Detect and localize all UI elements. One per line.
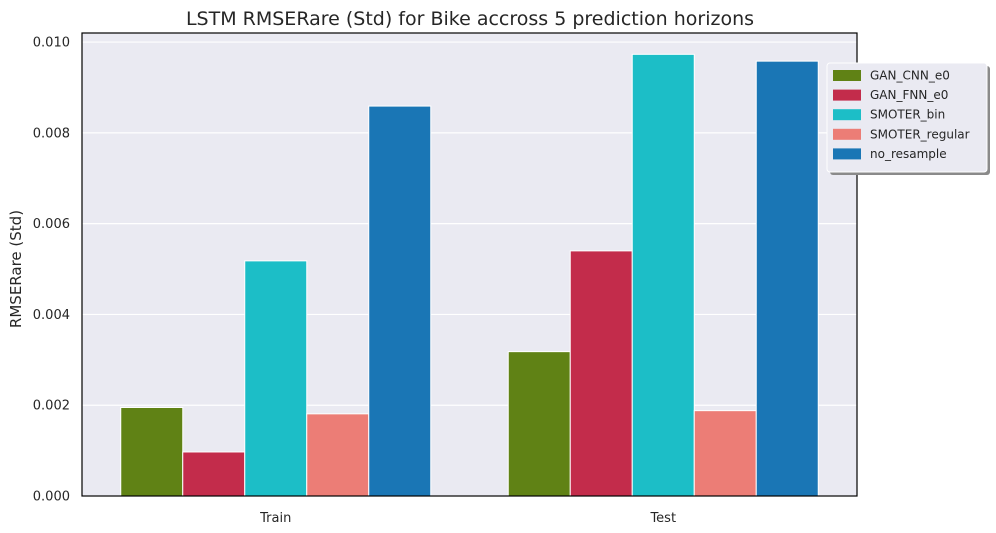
legend: GAN_CNN_e0 GAN_FNN_e0 SMOTER_bin SMOTER_reg…	[826, 62, 990, 175]
plot-area: 0.000 0.002 0.004 0.006 0.008 0.010 Train Test	[33, 32, 858, 526]
bar-gan-cnn-e0-train	[120, 406, 184, 497]
y-tick-label: 0.010	[33, 36, 70, 51]
y-tick-label: 0.008	[33, 126, 70, 141]
y-tick-label: 0.004	[33, 308, 70, 323]
y-tick-label: 0.000	[33, 490, 70, 505]
legend-swatch	[833, 109, 861, 121]
bar-no-resample-train	[368, 105, 432, 497]
y-tick-label: 0.006	[33, 217, 70, 232]
legend-swatch	[833, 89, 861, 101]
bar-no-resample-test	[755, 60, 819, 497]
legend-entry: GAN_FNN_e0	[870, 88, 948, 102]
bar-smoter-bin-test	[631, 53, 695, 497]
y-tick-label: 0.002	[33, 399, 70, 414]
legend-swatch	[833, 70, 861, 81]
chart-title: LSTM RMSERare (Std) for Bike accross 5 p…	[186, 8, 754, 30]
bar-gan-fnn-e0-train	[182, 451, 246, 497]
plot-frame	[81, 32, 858, 497]
legend-entry: no_resample	[870, 147, 947, 161]
legend-entry: GAN_CNN_e0	[870, 69, 950, 83]
bar-smoter-regular-train	[306, 413, 370, 497]
bar-smoter-bin-train	[244, 260, 308, 497]
x-tick-label: Train	[259, 511, 291, 526]
legend-box	[826, 62, 988, 173]
x-tick-label: Test	[649, 511, 676, 526]
legend-swatch	[833, 148, 861, 160]
legend-entry: SMOTER_bin	[870, 108, 945, 122]
bar-gan-cnn-e0-test	[507, 351, 571, 497]
bar-gan-fnn-e0-test	[569, 250, 633, 497]
bar-smoter-regular-test	[693, 410, 757, 497]
legend-entry: SMOTER_regular	[870, 127, 970, 141]
legend-swatch	[833, 128, 861, 140]
y-axis-label: RMSERare (Std)	[7, 210, 25, 328]
